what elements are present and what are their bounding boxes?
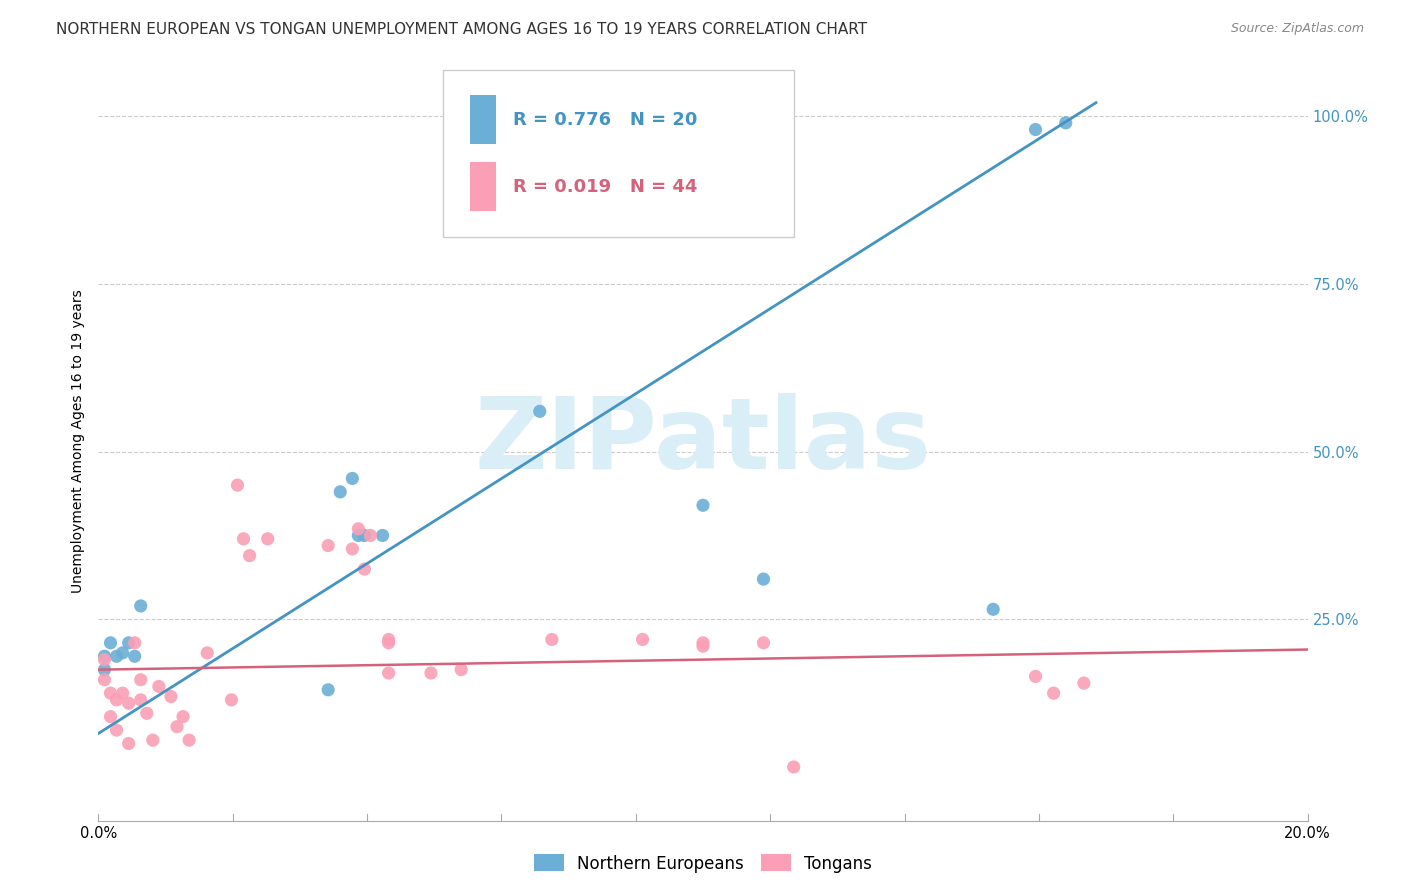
FancyBboxPatch shape: [470, 161, 496, 211]
Point: [105, 693, 128, 707]
Point: [377, 636, 399, 650]
Point: [692, 636, 714, 650]
FancyBboxPatch shape: [470, 95, 496, 145]
Point: [221, 693, 243, 707]
Point: [342, 541, 364, 556]
Point: [347, 528, 370, 542]
Point: [129, 693, 152, 707]
Point: [226, 478, 249, 492]
Point: [1042, 686, 1064, 700]
Point: [100, 709, 122, 723]
Point: [692, 498, 714, 512]
Point: [93, 673, 115, 687]
Point: [239, 549, 262, 563]
Point: [105, 649, 128, 664]
Point: [142, 733, 165, 747]
Point: [93, 649, 115, 664]
Point: [118, 736, 141, 750]
Point: [100, 686, 122, 700]
Point: [1054, 116, 1077, 130]
Point: [631, 632, 654, 647]
Point: [1073, 676, 1095, 690]
Point: [166, 720, 188, 734]
Point: [124, 636, 146, 650]
Text: R = 0.776   N = 20: R = 0.776 N = 20: [513, 112, 697, 129]
Point: [692, 639, 714, 653]
Point: [195, 646, 218, 660]
Point: [360, 528, 382, 542]
Point: [450, 663, 472, 677]
Point: [129, 673, 152, 687]
Point: [160, 690, 183, 704]
Point: [529, 404, 551, 418]
Point: [118, 696, 141, 710]
Point: [1024, 122, 1046, 136]
Point: [118, 636, 141, 650]
Point: [377, 632, 399, 647]
Point: [347, 522, 370, 536]
Point: [329, 484, 352, 499]
Point: [105, 723, 128, 737]
Point: [111, 646, 134, 660]
Point: [420, 666, 443, 681]
Text: R = 0.019   N = 44: R = 0.019 N = 44: [513, 178, 697, 195]
Point: [232, 532, 254, 546]
Point: [981, 602, 1004, 616]
Point: [93, 652, 115, 666]
Point: [752, 636, 775, 650]
FancyBboxPatch shape: [443, 70, 793, 236]
Y-axis label: Unemployment Among Ages 16 to 19 years: Unemployment Among Ages 16 to 19 years: [70, 290, 84, 593]
Text: ZIPatlas: ZIPatlas: [475, 393, 931, 490]
Point: [148, 680, 170, 694]
Point: [752, 572, 775, 586]
Point: [93, 663, 115, 677]
Point: [100, 636, 122, 650]
Point: [135, 706, 157, 721]
Point: [129, 599, 152, 613]
Point: [342, 471, 364, 485]
Point: [179, 733, 201, 747]
Point: [256, 532, 278, 546]
Point: [111, 686, 134, 700]
Point: [124, 649, 146, 664]
Point: [1024, 669, 1046, 683]
Point: [172, 709, 194, 723]
Point: [316, 682, 339, 697]
Point: [316, 539, 339, 553]
Text: Source: ZipAtlas.com: Source: ZipAtlas.com: [1230, 22, 1364, 36]
Legend: Northern Europeans, Tongans: Northern Europeans, Tongans: [527, 847, 879, 880]
Text: NORTHERN EUROPEAN VS TONGAN UNEMPLOYMENT AMONG AGES 16 TO 19 YEARS CORRELATION C: NORTHERN EUROPEAN VS TONGAN UNEMPLOYMENT…: [56, 22, 868, 37]
Point: [540, 632, 562, 647]
Point: [353, 528, 375, 542]
Point: [371, 528, 394, 542]
Point: [353, 562, 375, 576]
Point: [377, 666, 399, 681]
Point: [783, 760, 806, 774]
